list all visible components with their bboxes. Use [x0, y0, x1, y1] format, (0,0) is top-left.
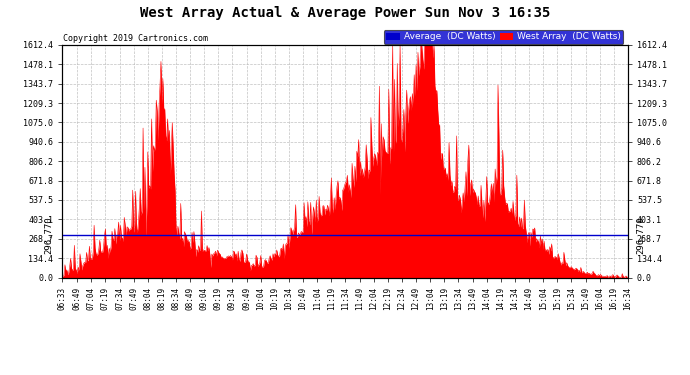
- Text: 296.770: 296.770: [45, 216, 54, 254]
- Legend: Average  (DC Watts), West Array  (DC Watts): Average (DC Watts), West Array (DC Watts…: [384, 30, 623, 44]
- Text: 296.770: 296.770: [636, 216, 645, 254]
- Text: Copyright 2019 Cartronics.com: Copyright 2019 Cartronics.com: [63, 34, 208, 43]
- Text: West Array Actual & Average Power Sun Nov 3 16:35: West Array Actual & Average Power Sun No…: [140, 6, 550, 20]
